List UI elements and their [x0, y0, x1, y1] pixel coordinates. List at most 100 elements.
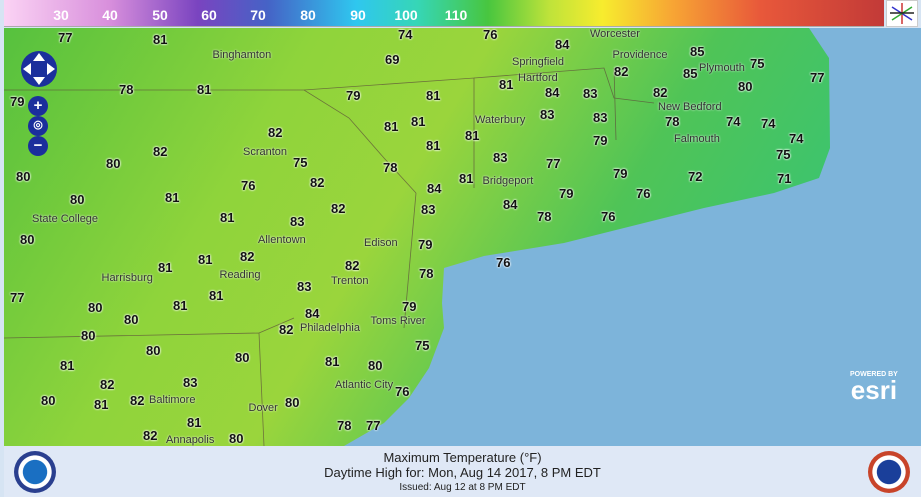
- temperature-label: 81: [197, 82, 212, 97]
- temperature-label: 80: [368, 358, 383, 373]
- esri-logo: esri: [850, 375, 898, 405]
- temperature-label: 75: [776, 147, 791, 162]
- legend-tick-label: 30: [53, 7, 69, 23]
- zoom-out-button[interactable]: −: [28, 136, 48, 156]
- city-label: Falmouth: [674, 133, 720, 145]
- temperature-label: 81: [411, 114, 426, 129]
- temperature-label: 80: [106, 156, 121, 171]
- city-label: Binghamton: [212, 49, 272, 61]
- temperature-label: 82: [614, 64, 629, 79]
- temperature-label: 78: [419, 266, 434, 281]
- temperature-label: 81: [173, 298, 188, 313]
- temperature-label: 78: [665, 114, 680, 129]
- temperature-label: 81: [165, 190, 180, 205]
- legend-tick-label: 110: [444, 7, 468, 23]
- temperature-label: 76: [636, 186, 651, 201]
- city-label: Philadelphia: [300, 322, 360, 334]
- legend-tick-label: 40: [102, 7, 118, 23]
- temperature-map[interactable]: 77 81 74 76 84 85 75 77 82 85 80 79 78 81 69 79 81 81 84 83…: [4, 28, 921, 446]
- legend-tick-label: 60: [201, 7, 217, 23]
- map-labels: 77 81 74 76 84 85 75 77 82 85 80 79 78 81 69 79 81 81 84 83…: [4, 28, 921, 446]
- temperature-label: 76: [241, 178, 256, 193]
- powered-by-text: POWERED BY: [850, 371, 898, 378]
- temperature-label: 80: [88, 300, 103, 315]
- city-label: Allentown: [258, 234, 306, 246]
- temperature-label: 84: [545, 85, 560, 100]
- temperature-label: 79: [559, 186, 574, 201]
- zoom-in-button[interactable]: +: [28, 96, 48, 116]
- city-label: Plymouth: [699, 62, 745, 74]
- city-label: Waterbury: [475, 114, 526, 126]
- globe-icon[interactable]: ◎: [28, 116, 48, 136]
- temperature-label: 76: [601, 209, 616, 224]
- temperature-label: 81: [426, 138, 441, 153]
- temperature-label: 79: [613, 166, 628, 181]
- temperature-label: 81: [384, 119, 399, 134]
- temperature-label: 83: [297, 279, 312, 294]
- temperature-label: 80: [70, 192, 85, 207]
- temperature-label: 82: [310, 175, 325, 190]
- temperature-label: 80: [738, 79, 753, 94]
- city-label: Annapolis: [166, 434, 215, 446]
- city-label: Worcester: [590, 28, 640, 40]
- city-label: Providence: [612, 49, 668, 61]
- pan-control[interactable]: [20, 50, 58, 88]
- temperature-label: 82: [153, 144, 168, 159]
- temperature-label: 81: [459, 171, 474, 186]
- temperature-label: 77: [366, 418, 381, 433]
- temperature-label: 75: [293, 155, 308, 170]
- esri-attribution[interactable]: POWERED BY esri: [850, 371, 898, 405]
- temperature-label: 81: [325, 354, 340, 369]
- temperature-label: 82: [130, 393, 145, 408]
- temperature-label: 81: [198, 252, 213, 267]
- temperature-label: 78: [337, 418, 352, 433]
- legend-tick-label: 70: [250, 7, 266, 23]
- temperature-label: 80: [285, 395, 300, 410]
- temperature-label: 79: [10, 94, 25, 109]
- temperature-label: 77: [810, 70, 825, 85]
- temperature-label: 76: [395, 384, 410, 399]
- temperature-label: 82: [653, 85, 668, 100]
- temperature-label: 84: [427, 181, 442, 196]
- land-layer: [4, 28, 830, 446]
- city-label: Springfield: [512, 56, 564, 68]
- city-label: Atlantic City: [335, 379, 394, 391]
- temperature-label: 83: [493, 150, 508, 165]
- temperature-label: 76: [496, 255, 511, 270]
- noaa-logo-icon: [14, 451, 56, 493]
- city-label: Edison: [364, 237, 398, 249]
- temperature-label: 81: [426, 88, 441, 103]
- temperature-label: 74: [726, 114, 741, 129]
- temperature-label: 83: [183, 375, 198, 390]
- temperature-label: 79: [593, 133, 608, 148]
- legend-tick-label: 90: [350, 7, 366, 23]
- city-label: Toms River: [370, 315, 426, 327]
- city-label: Reading: [219, 269, 261, 281]
- temperature-label: 82: [143, 428, 158, 443]
- temperature-label: 84: [503, 197, 518, 212]
- city-label: Harrisburg: [101, 272, 153, 284]
- legend-tick-label: 50: [152, 7, 168, 23]
- city-label: Dover: [248, 402, 278, 414]
- temperature-label: 77: [58, 30, 73, 45]
- temperature-label: 71: [777, 171, 792, 186]
- city-label: State College: [32, 213, 99, 225]
- temperature-label: 81: [209, 288, 224, 303]
- temperature-color-legend: 30 40 50 60 70 80 90 100 110: [4, 0, 884, 27]
- temperature-label: 85: [690, 44, 705, 59]
- temperature-label: 80: [235, 350, 250, 365]
- city-label: Baltimore: [149, 394, 196, 406]
- temperature-label: 83: [540, 107, 555, 122]
- legend-tick-label: 80: [300, 7, 316, 23]
- temperature-label: 72: [688, 169, 703, 184]
- city-label: New Bedford: [658, 101, 722, 113]
- temperature-label: 80: [81, 328, 96, 343]
- temperature-label: 78: [537, 209, 552, 224]
- temperature-label: 83: [593, 110, 608, 125]
- map-title: Maximum Temperature (°F): [383, 450, 542, 465]
- temperature-label: 81: [158, 260, 173, 275]
- temperature-label: 81: [220, 210, 235, 225]
- map-footer: Maximum Temperature (°F) Daytime High fo…: [4, 446, 921, 497]
- city-label: Trenton: [331, 275, 369, 287]
- temperature-label: 82: [345, 258, 360, 273]
